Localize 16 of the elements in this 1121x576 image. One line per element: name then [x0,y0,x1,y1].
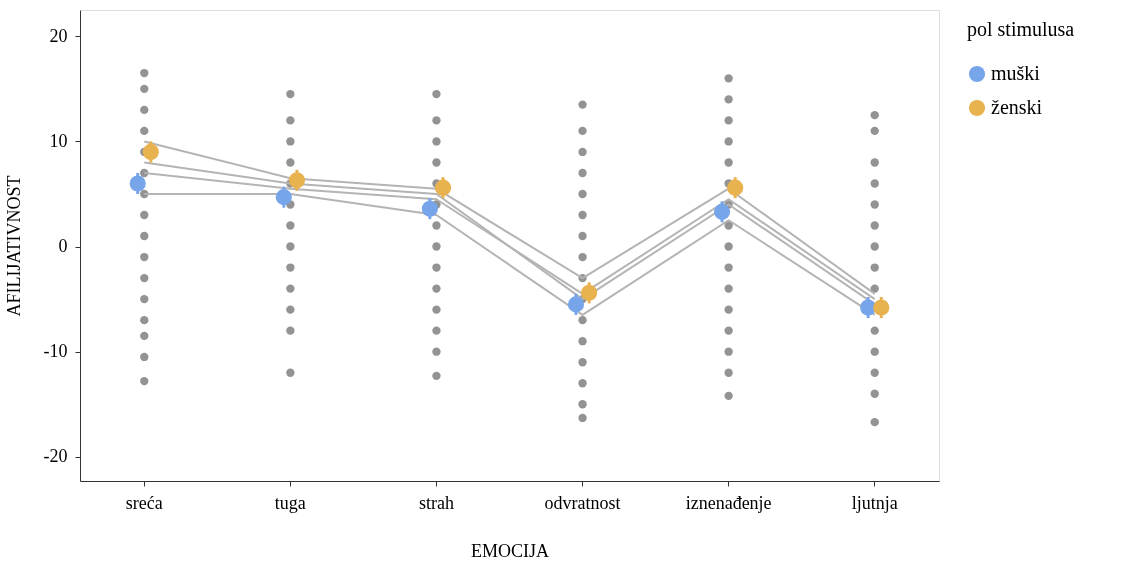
legend-title: pol stimulusa [967,18,1075,41]
x-tick-label: odvratnost [544,492,621,513]
y-tick-label: 0 [58,236,68,257]
x-tick-label: ljutnja [851,492,898,513]
y-tick-label: -10 [43,341,68,362]
x-tick-label: strah [418,492,454,513]
x-tick-label: iznenađenje [685,492,772,513]
y-axis-title: AFILIJATIVNOST [3,175,24,317]
legend-label: ženski [991,96,1043,118]
y-tick-label: 20 [49,25,68,46]
x-axis-title: EMOCIJA [470,540,550,561]
legend-label: muški [991,62,1041,84]
x-tick-label: tuga [274,492,306,513]
y-tick-label: 10 [49,130,68,151]
y-tick-label: -20 [43,446,68,467]
x-tick-label: sreća [125,492,163,513]
